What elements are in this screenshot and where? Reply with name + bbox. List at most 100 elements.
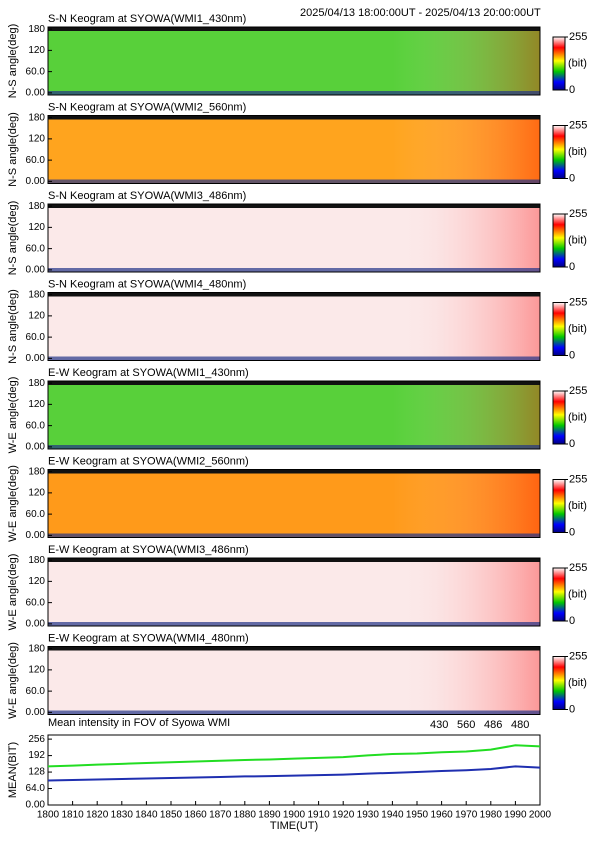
colorbar-tick-label: 255: [569, 562, 587, 574]
y-tick-label: 0.00: [26, 176, 46, 187]
colorbar-tick-label: 0: [569, 84, 575, 96]
x-tick-label: 1960: [430, 810, 453, 821]
x-tick-label: 1970: [455, 810, 478, 821]
keogram-shade: [48, 469, 540, 538]
colorbar: [552, 213, 566, 268]
colorbar-label: (bit): [568, 588, 587, 600]
legend-entry: 480: [511, 719, 529, 731]
x-tick-label: 1920: [332, 810, 355, 821]
keogram-top-band: [48, 292, 540, 297]
y-axis-label: N-S angle(deg): [7, 112, 19, 187]
keogram-shade: [48, 558, 540, 626]
y-tick-label: 120: [28, 576, 45, 587]
series-line: [47, 765, 541, 782]
colorbar-tick-label: 0: [569, 172, 575, 184]
y-axis-label: W-E angle(deg): [7, 377, 19, 454]
panel-title: E-W Keogram at SYOWA(WMI3_486nm): [48, 544, 249, 556]
colorbar-tick-label: 0: [569, 615, 575, 627]
keogram-bottom-band: [48, 710, 540, 715]
y-tick-label: 180: [28, 466, 45, 477]
y-axis-label: W-E angle(deg): [7, 642, 19, 719]
keogram-top-band: [48, 558, 540, 562]
y-tick-label: 120: [28, 399, 45, 410]
legend-entry: 560: [457, 719, 475, 731]
keogram-bottom-band: [48, 533, 540, 538]
y-tick-label: 0.00: [26, 265, 46, 276]
frame: [47, 380, 541, 450]
y-axis-label: N-S angle(deg): [7, 289, 19, 364]
y-tick-label: 120: [28, 222, 45, 233]
y-tick-label: 60.0: [26, 243, 46, 254]
x-tick-label: 1810: [61, 810, 84, 821]
colorbar: [552, 479, 566, 533]
y-tick-label: 0.00: [26, 619, 46, 630]
y-tick-label: 180: [28, 378, 45, 389]
series-line: [47, 744, 541, 768]
keogram-shade: [48, 115, 540, 184]
y-tick-label: 256: [28, 734, 45, 745]
y-tick-label: 180: [28, 289, 45, 300]
keogram-top-band: [48, 115, 540, 120]
y-axis-label: W-E angle(deg): [7, 554, 19, 631]
y-tick-label: 120: [28, 134, 45, 145]
x-tick-label: 1850: [160, 810, 183, 821]
y-tick-label: 180: [28, 201, 45, 212]
colorbar-tick-label: 255: [569, 208, 587, 220]
keogram-bottom-band: [48, 445, 540, 449]
keogram-top-band: [48, 646, 540, 651]
frame: [47, 115, 541, 184]
colorbar-tick-label: 0: [569, 703, 575, 715]
colorbar-label: (bit): [568, 500, 587, 512]
keogram-shade: [48, 27, 540, 95]
y-tick-label: 0.00: [26, 800, 46, 811]
y-tick-label: 64.0: [26, 783, 46, 794]
colorbar: [552, 567, 566, 622]
keogram-top-band: [48, 381, 540, 385]
y-tick-label: 60.0: [26, 332, 46, 343]
legend-entry: 430: [430, 719, 448, 731]
colorbar-tick-label: 255: [569, 31, 587, 43]
keogram-top-band: [48, 27, 540, 31]
x-tick-label: 1820: [86, 810, 109, 821]
x-tick-label: 1910: [307, 810, 330, 821]
y-tick-label: 0.00: [26, 442, 46, 453]
x-tick-label: 1870: [209, 810, 232, 821]
colorbar-label: (bit): [568, 234, 587, 246]
colorbar-label: (bit): [568, 57, 587, 69]
y-tick-label: 120: [28, 488, 45, 499]
frame: [47, 557, 541, 627]
x-tick-label: 1980: [480, 810, 503, 821]
panel-title: E-W Keogram at SYOWA(WMI1_430nm): [48, 367, 249, 379]
y-tick-label: 0.00: [26, 88, 46, 99]
y-tick-label: 180: [28, 643, 45, 654]
y-tick-label: 60.0: [26, 686, 46, 697]
frame: [47, 26, 541, 96]
y-tick-label: 120: [28, 665, 45, 676]
y-tick-label: 60.0: [26, 66, 46, 77]
keogram-bottom-band: [48, 268, 540, 272]
colorbar-tick-label: 0: [569, 526, 575, 538]
x-tick-label: 1880: [234, 810, 257, 821]
y-axis-label: W-E angle(deg): [7, 465, 19, 542]
x-tick-label: 1840: [135, 810, 158, 821]
frame: [47, 292, 541, 361]
colorbar-label: (bit): [568, 146, 587, 158]
colorbar: [552, 36, 566, 91]
legend-entry: 486: [484, 719, 502, 731]
y-axis-label: N-S angle(deg): [7, 201, 19, 276]
colorbar-tick-label: 0: [569, 349, 575, 361]
x-tick-label: 1800: [37, 810, 60, 821]
colorbar-tick-label: 255: [569, 650, 587, 662]
panel-title: S-N Keogram at SYOWA(WMI2_560nm): [48, 101, 246, 113]
keogram-shade: [48, 646, 540, 715]
colorbar-tick-label: 255: [569, 385, 587, 397]
y-tick-label: 180: [28, 112, 45, 123]
y-tick-label: 180: [28, 24, 45, 35]
x-tick-label: 1950: [406, 810, 429, 821]
y-tick-label: 0.00: [26, 707, 46, 718]
colorbar-label: (bit): [568, 323, 587, 335]
keogram-shade: [48, 204, 540, 272]
frame: [47, 646, 541, 715]
x-tick-label: 1860: [184, 810, 207, 821]
